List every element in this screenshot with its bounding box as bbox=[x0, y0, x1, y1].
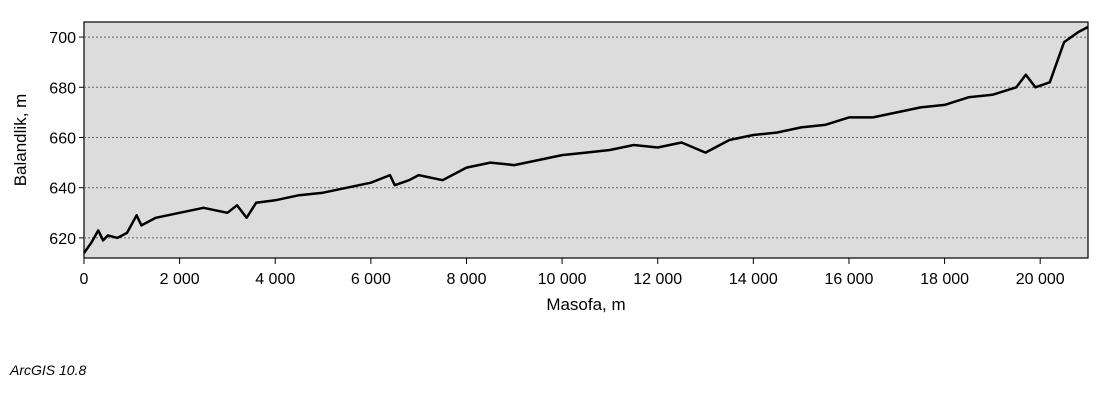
x-tick-label: 18 000 bbox=[920, 271, 969, 288]
y-axis-ticks: 620 640 660 680 700 bbox=[49, 30, 84, 248]
x-tick-label: 12 000 bbox=[633, 271, 682, 288]
plot-area bbox=[83, 21, 1089, 259]
y-tick-label: 700 bbox=[49, 30, 76, 47]
x-tick-label: 10 000 bbox=[538, 271, 587, 288]
y-tick-label: 620 bbox=[49, 231, 76, 248]
x-tick-label: 0 bbox=[80, 271, 89, 288]
x-tick-label: 20 000 bbox=[1016, 271, 1065, 288]
software-credit: ArcGIS 10.8 bbox=[10, 362, 87, 378]
x-tick-label: 14 000 bbox=[729, 271, 778, 288]
x-tick-label: 16 000 bbox=[824, 271, 873, 288]
y-axis-label: Balandlik, m bbox=[11, 94, 30, 187]
x-tick-label: 6 000 bbox=[351, 271, 391, 288]
x-axis-ticks: 0 2 000 4 000 6 000 8 000 10 000 12 000 14 000 1… bbox=[80, 258, 1065, 288]
y-tick-label: 680 bbox=[49, 80, 76, 97]
x-tick-label: 2 000 bbox=[160, 271, 200, 288]
profile-chart: 620 640 660 680 700 0 2 000 4 000 6 000 8 000 10 … bbox=[11, 21, 1089, 314]
x-tick-label: 4 000 bbox=[255, 271, 295, 288]
x-tick-label: 8 000 bbox=[446, 271, 486, 288]
y-tick-label: 640 bbox=[49, 181, 76, 198]
elevation-line bbox=[82, 25, 1089, 254]
grid-lines bbox=[84, 36, 1088, 239]
y-tick-label: 660 bbox=[49, 130, 76, 147]
x-axis-label: Masofa, m bbox=[546, 295, 625, 314]
